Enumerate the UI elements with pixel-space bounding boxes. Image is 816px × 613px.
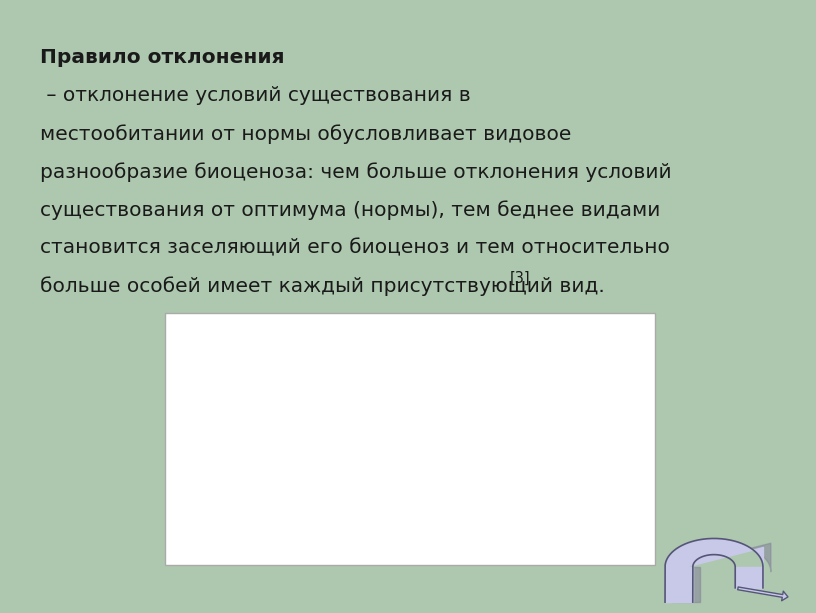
Text: Давление среды: Давление среды: [471, 375, 581, 388]
Polygon shape: [438, 358, 602, 409]
Text: – отклонение условий существования в: – отклонение условий существования в: [40, 86, 471, 105]
Text: существования от оптимума (нормы), тем беднее видами: существования от оптимума (нормы), тем б…: [40, 200, 660, 219]
Text: Время: Время: [497, 546, 548, 560]
Text: А: А: [352, 322, 363, 340]
Text: [3]: [3]: [510, 271, 530, 286]
Text: местообитании от нормы обусловливает видовое: местообитании от нормы обусловливает вид…: [40, 124, 571, 143]
Text: становится заселяющий его биоценоз и тем относительно: становится заселяющий его биоценоз и тем…: [40, 238, 670, 257]
Text: Б: Б: [571, 322, 583, 340]
Text: Время: Время: [277, 546, 328, 560]
Text: Число организмов: Число организмов: [170, 385, 183, 506]
Text: Правило отклонения: Правило отклонения: [40, 48, 285, 67]
Text: больше особей имеет каждый присутствующий вид.: больше особей имеет каждый присутствующи…: [40, 276, 605, 295]
Text: разнообразие биоценоза: чем больше отклонения условий: разнообразие биоценоза: чем больше откло…: [40, 162, 672, 181]
